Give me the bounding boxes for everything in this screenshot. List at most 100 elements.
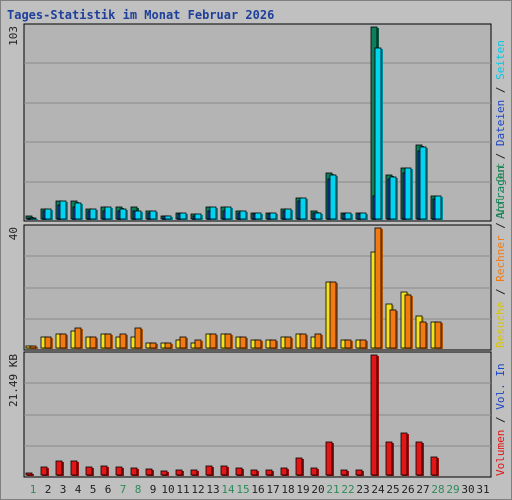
bar-rechner-day-13 — [209, 333, 217, 349]
bar-rechner-day-5 — [89, 336, 97, 349]
bar-rechner-day-28 — [434, 321, 442, 349]
x-tick-label: 17 — [266, 483, 279, 496]
chart-panels: 103 40 21.49 KB — [7, 23, 492, 478]
bar-volumen-day-28 — [430, 456, 438, 476]
x-tick-label: 6 — [105, 483, 112, 496]
x-tick-label: 5 — [90, 483, 97, 496]
bar-volumen-day-20 — [310, 467, 318, 476]
legend-entry: Vol. In — [494, 363, 507, 409]
bar-seiten-day-8 — [134, 210, 142, 220]
legend-entry: Dateien — [494, 100, 507, 146]
bar-rechner-day-12 — [194, 339, 202, 349]
plot-area-requests — [23, 23, 492, 222]
bar-seiten-day-22 — [344, 212, 352, 220]
bar-seiten-day-18 — [284, 208, 292, 220]
legend-entry: Anfragen — [494, 166, 507, 219]
bar-seiten-day-9 — [149, 210, 157, 220]
x-tick-label: 4 — [75, 483, 82, 496]
bar-rechner-day-15 — [239, 336, 247, 349]
bar-volumen-day-27 — [415, 441, 423, 476]
bar-seiten-day-4 — [74, 202, 82, 220]
bar-volumen-day-19 — [295, 457, 303, 476]
panel-visits: 40 — [7, 224, 492, 351]
bar-rechner-day-3 — [59, 333, 67, 349]
x-tick-label: 23 — [356, 483, 369, 496]
bar-rechner-day-10 — [164, 342, 172, 349]
bar-volumen-day-24 — [370, 354, 378, 476]
legend-entry: Rechner — [494, 235, 507, 282]
bar-seiten-day-16 — [254, 212, 262, 220]
x-tick-label: 9 — [150, 483, 157, 496]
x-tick-label: 10 — [161, 483, 174, 496]
bar-seiten-day-6 — [104, 206, 112, 220]
x-tick-label: 29 — [446, 483, 459, 496]
bar-rechner-day-4 — [74, 327, 82, 349]
bar-seiten-day-21 — [329, 174, 337, 220]
legend-middle: Besuche / Rechner / Vol. Out — [494, 163, 507, 348]
x-tick-label: 2 — [45, 483, 52, 496]
bar-seiten-day-27 — [419, 146, 427, 220]
bar-rechner-day-16 — [254, 339, 262, 349]
x-tick-label: 7 — [120, 483, 127, 496]
bar-rechner-day-9 — [149, 342, 157, 349]
x-tick-label: 3 — [60, 483, 67, 496]
legend-entry: / — [494, 282, 507, 302]
bar-rechner-day-7 — [119, 333, 127, 349]
bar-rechner-day-8 — [134, 327, 142, 349]
bar-rechner-day-23 — [359, 339, 367, 349]
panel-volume: 21.49 KB — [7, 351, 492, 478]
bar-rechner-day-22 — [344, 339, 352, 349]
legend-top: Anfragen / Dateien / Seiten — [494, 40, 507, 219]
x-tick-label: 30 — [461, 483, 474, 496]
legend-bottom: Volumen / Vol. In — [494, 363, 507, 476]
bar-seiten-day-25 — [389, 176, 397, 220]
bar-seiten-day-13 — [209, 206, 217, 220]
x-tick-label: 12 — [191, 483, 204, 496]
x-tick-label: 8 — [135, 483, 142, 496]
bar-rechner-day-20 — [314, 333, 322, 349]
bar-volumen-day-8 — [130, 467, 138, 476]
bar-seiten-day-12 — [194, 213, 202, 220]
x-tick-label: 26 — [401, 483, 414, 496]
x-tick-label: 14 — [221, 483, 235, 496]
bar-volumen-day-5 — [85, 466, 93, 476]
bar-seiten-day-3 — [59, 200, 67, 220]
bar-volumen-day-3 — [55, 460, 63, 476]
bar-volumen-day-15 — [235, 467, 243, 476]
legend-entry: Seiten — [494, 40, 507, 80]
bar-volumen-day-16 — [250, 469, 258, 476]
bar-volumen-day-11 — [175, 469, 183, 476]
x-tick-label: 13 — [206, 483, 219, 496]
y-max-label: 103 — [7, 26, 20, 46]
bar-rechner-day-18 — [284, 336, 292, 349]
bar-volumen-day-21 — [325, 441, 333, 476]
x-tick-label: 20 — [311, 483, 324, 496]
bar-seiten-day-7 — [119, 208, 127, 220]
legend-entry: Besuche — [494, 302, 507, 348]
legend-entry: / — [494, 216, 507, 236]
bar-shadow-seiten — [31, 219, 38, 220]
legend-entry: Vol. Out — [494, 163, 507, 216]
bar-volumen-day-10 — [160, 470, 168, 476]
legend-entry: Volumen — [494, 430, 507, 476]
y-max-label: 40 — [7, 227, 20, 240]
x-tick-label: 27 — [416, 483, 429, 496]
bar-rechner-day-24 — [374, 227, 382, 349]
bar-seiten-day-1 — [29, 217, 37, 220]
x-tick-label: 16 — [251, 483, 264, 496]
bar-volumen-day-14 — [220, 465, 228, 476]
bar-volumen-day-6 — [100, 465, 108, 476]
y-max-label: 21.49 KB — [7, 354, 20, 407]
x-tick-label: 15 — [236, 483, 249, 496]
bar-rechner-day-27 — [419, 321, 427, 349]
bar-rechner-day-21 — [329, 281, 337, 349]
x-tick-label: 18 — [281, 483, 294, 496]
bar-volumen-day-18 — [280, 467, 288, 476]
bar-volumen-day-7 — [115, 466, 123, 476]
legend-entry: / — [494, 80, 507, 100]
panel-requests: 103 — [7, 23, 492, 222]
x-tick-label: 25 — [386, 483, 399, 496]
legend-entry: / — [494, 410, 507, 430]
bar-volumen-day-23 — [355, 469, 363, 476]
